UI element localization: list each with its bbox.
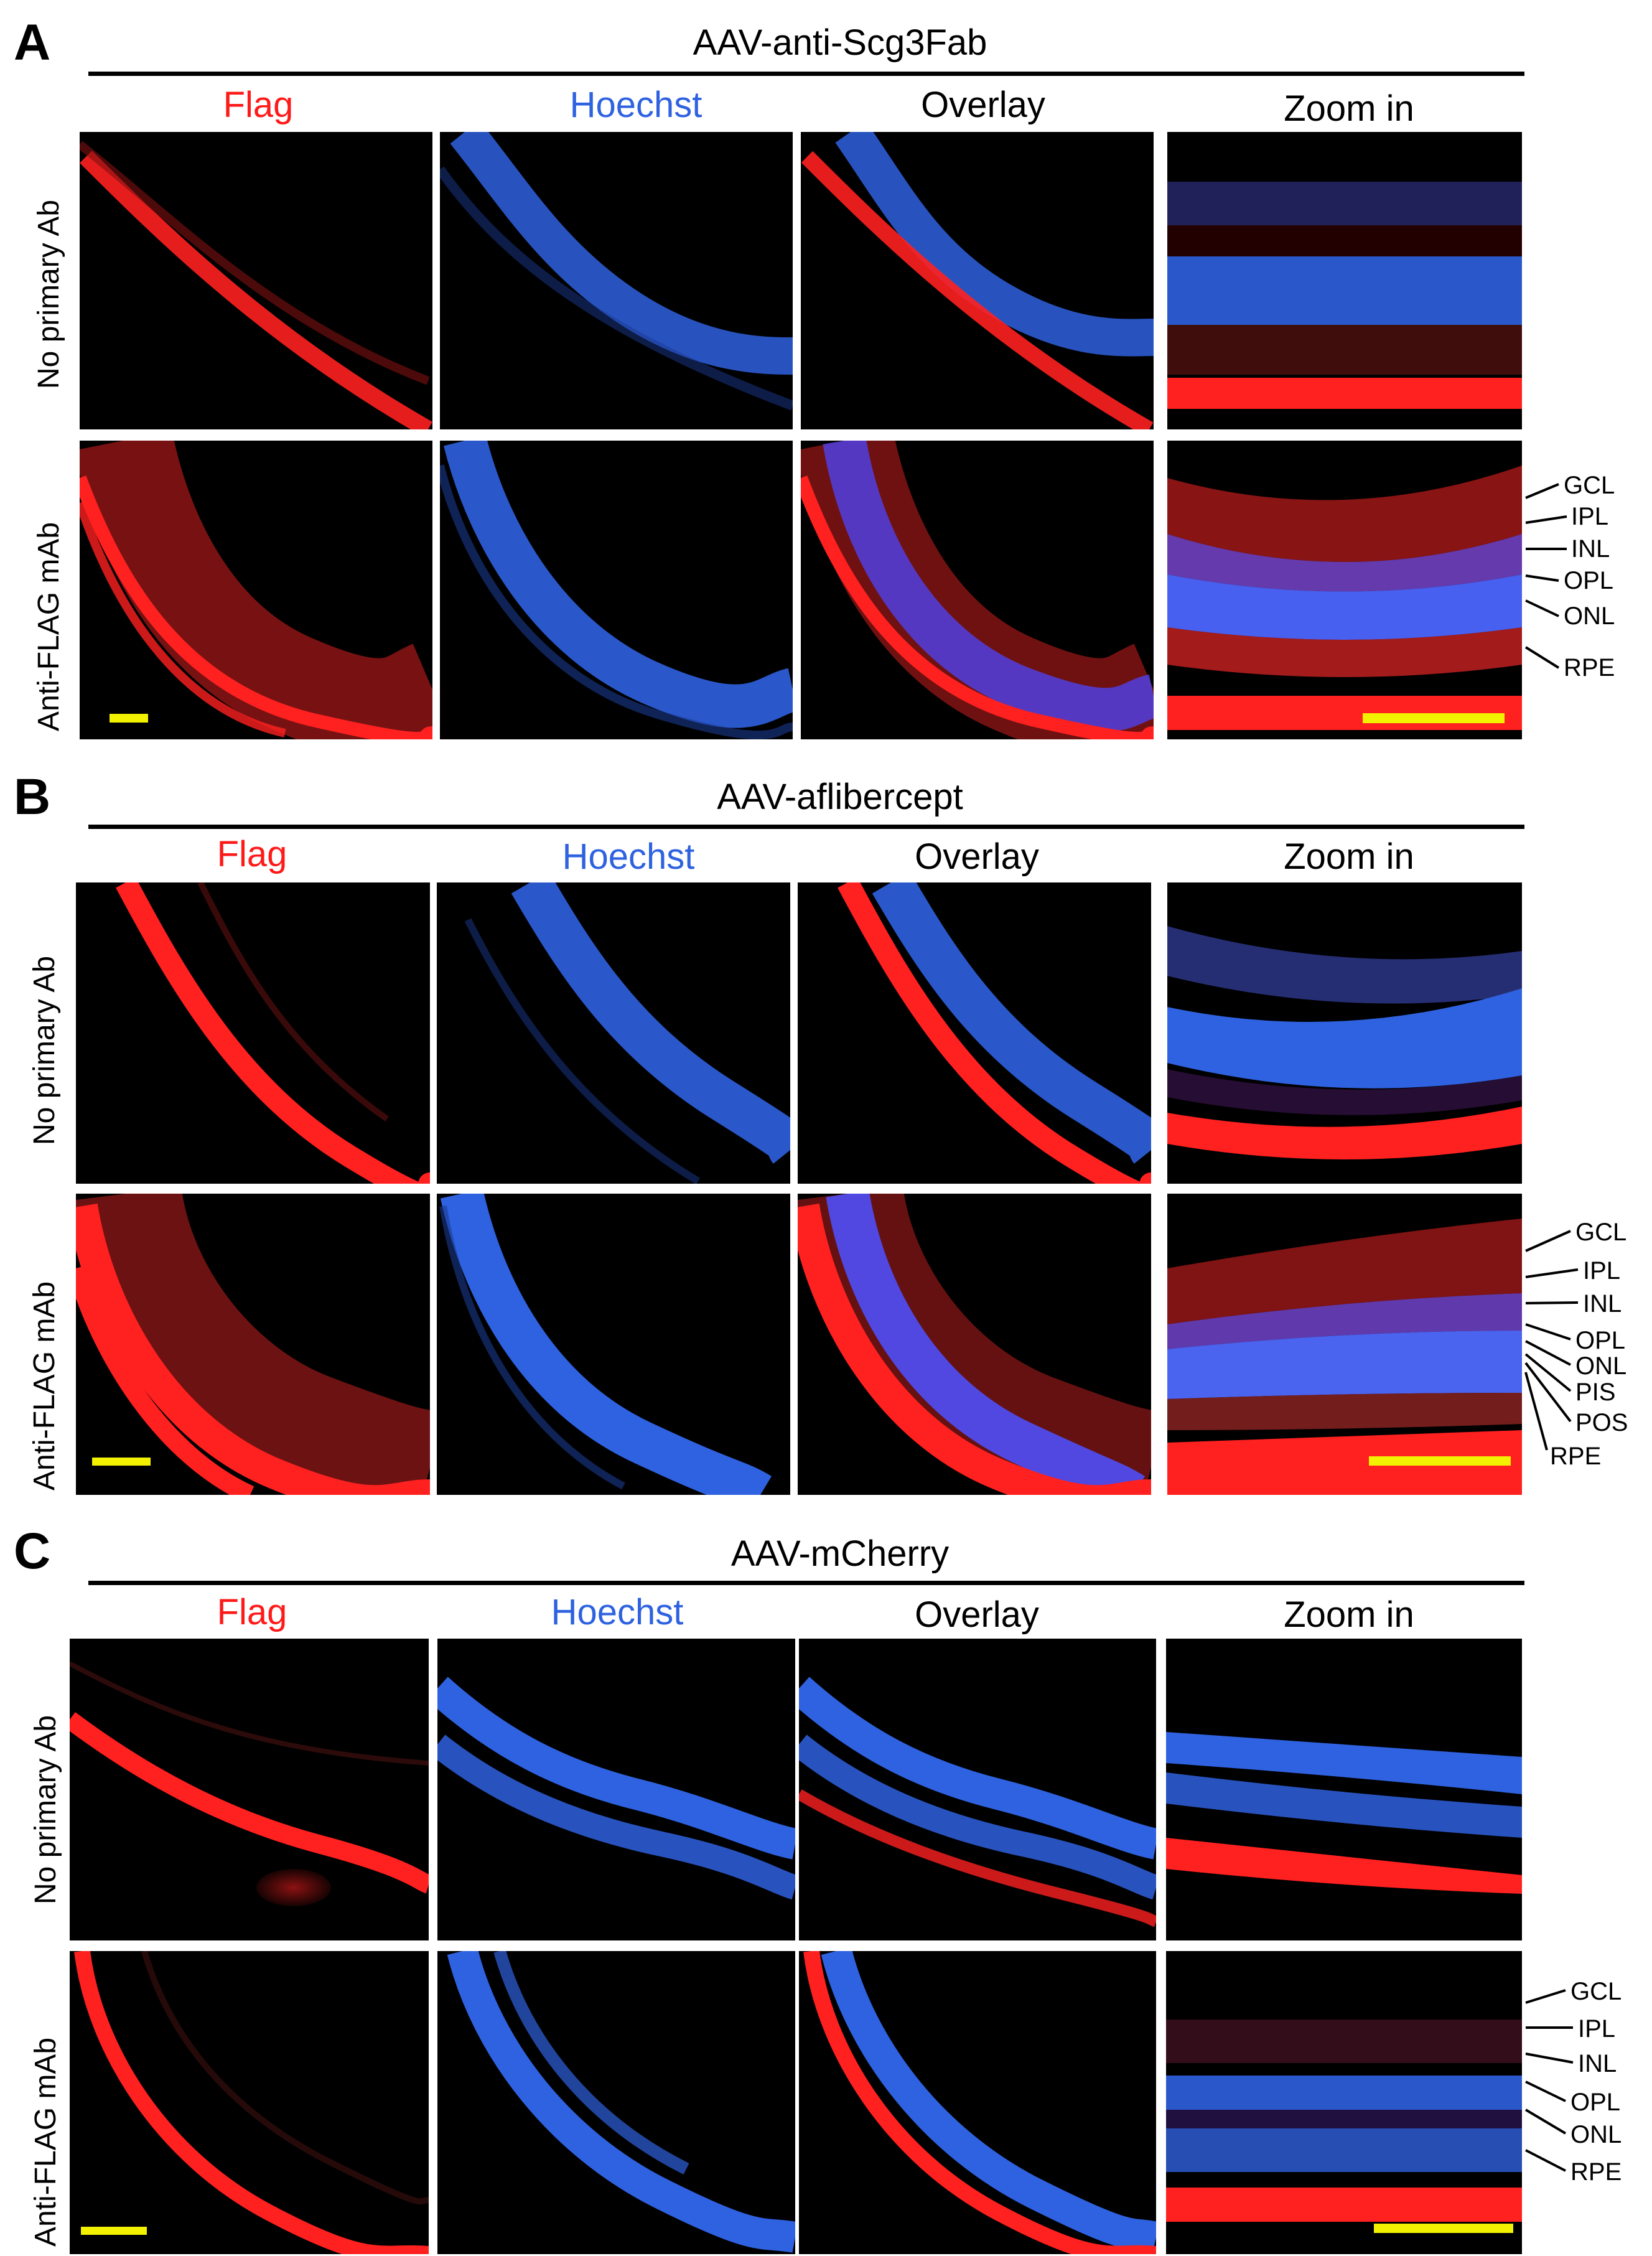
layer-label-c-ipl: IPL — [1578, 2015, 1616, 2043]
panel-label-c: C — [14, 1523, 51, 1580]
micrograph-c-zoom-noprimary — [1166, 1639, 1522, 1940]
col-header-zoom-a: Zoom in — [1284, 88, 1414, 129]
micrograph-a-zoom-antiflag — [1167, 441, 1522, 739]
panel-rule-a — [88, 72, 1524, 76]
layer-label-a-gcl: GCL — [1564, 472, 1615, 499]
col-header-flag-c: Flag — [217, 1592, 287, 1632]
micrograph-a-flag-noprimary — [80, 132, 432, 429]
micrograph-c-flag-noprimary — [70, 1639, 429, 1940]
layer-label-b-onl: ONL — [1575, 1352, 1627, 1380]
col-header-hoechst-a: Hoechst — [569, 85, 702, 125]
micrograph-c-overlay-antiflag — [799, 1951, 1156, 2254]
layer-label-c-onl: ONL — [1570, 2121, 1622, 2148]
micrograph-a-hoechst-antiflag — [440, 441, 793, 739]
layer-label-c-gcl: GCL — [1570, 1978, 1622, 2005]
micrograph-c-hoechst-noprimary — [437, 1639, 795, 1940]
panel-title-a: AAV-anti-Scg3Fab — [693, 22, 987, 63]
col-header-hoechst-b: Hoechst — [562, 836, 695, 877]
micrograph-b-hoechst-noprimary — [437, 882, 790, 1184]
micrograph-c-zoom-antiflag — [1166, 1951, 1522, 2254]
scale-bar-b-left — [92, 1458, 151, 1466]
micrograph-b-flag-noprimary — [76, 882, 430, 1184]
scale-bar-b-right — [1369, 1456, 1511, 1466]
micrograph-a-flag-antiflag — [80, 441, 432, 739]
col-header-flag-a: Flag — [223, 85, 294, 125]
micrograph-b-overlay-noprimary — [798, 882, 1151, 1184]
panel-label-a: A — [14, 14, 51, 71]
col-header-hoechst-c: Hoechst — [551, 1592, 684, 1632]
layer-label-a-onl: ONL — [1564, 602, 1615, 630]
micrograph-b-overlay-antiflag — [798, 1194, 1151, 1495]
scale-bar-c-right — [1374, 2224, 1513, 2233]
micrograph-b-zoom-antiflag — [1167, 1194, 1522, 1495]
micrograph-a-overlay-noprimary — [801, 132, 1154, 429]
panel-title-c: AAV-mCherry — [730, 1533, 950, 1574]
layer-label-a-ipl: IPL — [1571, 503, 1609, 530]
micrograph-c-flag-antiflag — [70, 1951, 429, 2254]
layer-label-b-inl: INL — [1583, 1290, 1622, 1318]
micrograph-a-zoom-noprimary — [1167, 132, 1522, 429]
micrograph-a-hoechst-noprimary — [440, 132, 793, 429]
panel-rule-b — [88, 825, 1524, 829]
col-header-overlay-b: Overlay — [915, 836, 1039, 877]
row-label-no-primary-c: No primary Ab — [29, 1715, 62, 1904]
scale-bar-a-left — [110, 714, 148, 723]
panel-label-b: B — [14, 769, 51, 825]
panel-title-b: AAV-aflibercept — [717, 777, 963, 817]
micrograph-a-overlay-antiflag — [801, 441, 1154, 739]
col-header-flag-b: Flag — [217, 834, 287, 874]
row-label-anti-flag-b: Anti-FLAG mAb — [28, 1281, 61, 1491]
micrograph-c-overlay-noprimary — [799, 1639, 1156, 1940]
layer-label-b-opl: OPL — [1575, 1327, 1626, 1354]
micrograph-b-hoechst-antiflag — [437, 1194, 790, 1495]
row-label-anti-flag-c: Anti-FLAG mAb — [29, 2037, 62, 2247]
layer-label-b-gcl: GCL — [1575, 1219, 1627, 1246]
scale-bar-a-right — [1363, 713, 1505, 723]
layer-label-a-inl: INL — [1571, 535, 1610, 563]
row-label-no-primary-a: No primary Ab — [32, 199, 65, 389]
panel-rule-c — [88, 1581, 1524, 1585]
layer-label-a-opl: OPL — [1564, 567, 1614, 594]
micrograph-b-flag-antiflag — [76, 1194, 430, 1495]
micrograph-b-zoom-noprimary — [1167, 882, 1522, 1184]
scale-bar-c-left — [81, 2227, 147, 2235]
layer-label-b-ipl: IPL — [1583, 1257, 1621, 1285]
layer-label-c-opl: OPL — [1570, 2089, 1621, 2116]
micrograph-c-hoechst-antiflag — [437, 1951, 795, 2254]
layer-label-c-inl: INL — [1578, 2050, 1617, 2077]
layer-label-a-rpe: RPE — [1564, 654, 1615, 681]
col-header-overlay-c: Overlay — [915, 1594, 1039, 1635]
layer-label-b-pis: PIS — [1575, 1378, 1616, 1406]
row-label-anti-flag-a: Anti-FLAG mAb — [32, 522, 65, 731]
col-header-overlay-a: Overlay — [921, 85, 1045, 125]
layer-label-b-pos: POS — [1575, 1409, 1628, 1436]
layer-label-c-rpe: RPE — [1570, 2158, 1622, 2186]
row-label-no-primary-b: No primary Ab — [28, 955, 61, 1145]
col-header-zoom-c: Zoom in — [1284, 1594, 1414, 1635]
layer-label-b-rpe: RPE — [1550, 1443, 1602, 1470]
col-header-zoom-b: Zoom in — [1284, 836, 1414, 877]
